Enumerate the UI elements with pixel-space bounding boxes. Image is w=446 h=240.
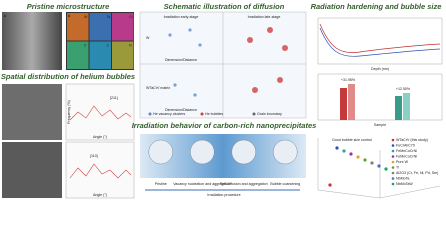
plot <box>317 17 443 65</box>
bubble <box>277 77 283 83</box>
point <box>335 146 339 150</box>
legend-entry: Ti <box>396 165 399 169</box>
step-label: Pristine <box>155 182 167 186</box>
precipitate <box>148 139 173 165</box>
legend-swatch <box>391 182 395 186</box>
legend-entry: FeMnCoCrNi <box>396 149 417 153</box>
axis-label: Angle (°) <box>93 135 107 139</box>
stage: Irradiation late-stage <box>248 15 281 19</box>
legend-swatch <box>391 144 395 147</box>
axis-label: Dimension/Distance <box>165 58 197 62</box>
axis-label: Sample <box>374 123 386 127</box>
plot <box>65 83 135 141</box>
element-label: V <box>84 43 87 47</box>
bubble <box>168 33 172 37</box>
value-label: +31.95% <box>341 78 356 82</box>
row-label: WTaCrV matrix <box>146 86 170 90</box>
legend-entry: He vacancy clusters <box>153 112 185 116</box>
legend-swatch <box>391 171 395 175</box>
bubble <box>198 43 202 47</box>
element-label: C <box>107 43 110 47</box>
axis-label: Depth (nm) <box>371 67 389 71</box>
value-label: +12.50% <box>396 87 411 91</box>
bubble <box>193 93 197 97</box>
point <box>349 152 353 156</box>
point <box>342 149 346 153</box>
point <box>363 158 367 162</box>
point <box>377 164 381 168</box>
section-title: Schematic illustration of diffusion <box>164 2 285 11</box>
eds-map <box>67 13 89 41</box>
legend-entry: WTaCrV (this study) <box>396 138 428 142</box>
eds-map <box>67 41 89 69</box>
point <box>370 161 374 165</box>
eds-map <box>112 41 134 69</box>
label: [110] <box>90 154 98 158</box>
element-label: W <box>84 15 88 19</box>
precipitate <box>231 139 256 165</box>
section-title: Spatial distribution of helium bubbles <box>1 72 135 81</box>
axis-label: Dimension/Distance <box>165 108 197 112</box>
plot <box>65 141 135 199</box>
section-title: Irradiation behavior of carbon-rich nano… <box>132 121 317 130</box>
panel-label: a <box>4 14 7 18</box>
row-label: W <box>146 36 150 40</box>
eds-map <box>112 13 134 41</box>
legend-entry: NbMoTaW <box>396 182 413 186</box>
stage: Irradiation early-stage <box>164 15 199 19</box>
bubble <box>173 83 177 87</box>
tem-image <box>2 142 62 198</box>
legend-swatch <box>148 112 152 116</box>
curve <box>69 105 132 121</box>
bubble <box>252 87 258 93</box>
legend-swatch <box>391 177 395 180</box>
legend-swatch <box>391 160 395 164</box>
axis-label: Angle (°) <box>93 193 107 197</box>
tem-image <box>2 84 62 140</box>
precipitate <box>190 139 215 165</box>
legend-swatch <box>252 112 256 116</box>
step-label: Bubble coarsening <box>270 182 300 186</box>
element-label: Cr <box>129 15 134 19</box>
label: [211] <box>110 96 118 100</box>
panel-label: b <box>68 14 71 18</box>
plot <box>317 73 443 121</box>
legend-swatch <box>391 149 395 153</box>
step-label: Self-diffusion and aggregation <box>220 182 268 186</box>
point <box>356 155 360 159</box>
bubble <box>188 28 192 32</box>
graphical-abstract: Pristine microstructure W Ta Cr V C Na b Spati… <box>1 2 443 199</box>
legend-entry: FeCrAl/CrTi <box>396 143 415 147</box>
legend-entry: He bubbles <box>205 112 223 116</box>
curve <box>69 163 132 179</box>
point <box>328 183 332 187</box>
axis-label: Frequency (%) <box>67 100 71 124</box>
legend-swatch <box>391 138 395 142</box>
eds-map <box>89 13 111 41</box>
tem-image <box>2 12 62 70</box>
legend-swatch <box>391 155 395 158</box>
bubble <box>267 27 273 33</box>
legend-entry: Al2O3 (Cr, Fe, Ni, Pd, Sm) <box>396 171 438 175</box>
bubble <box>247 37 253 43</box>
legend-swatch <box>391 166 395 169</box>
legend-entry: Pure W <box>396 160 409 164</box>
note: Good bubble size control <box>332 138 372 142</box>
legend-swatch <box>200 112 204 116</box>
section-title: Radiation hardening and bubble size <box>311 2 442 11</box>
legend-entry: NbMoTa <box>396 176 409 180</box>
element-label: N <box>129 43 132 47</box>
axis-label: Irradiation procedure <box>207 193 240 197</box>
precipitate <box>273 139 298 165</box>
legend-entry: Grain boundary <box>257 112 282 116</box>
element-label: Ta <box>107 15 111 19</box>
eds-map <box>89 41 111 69</box>
point <box>384 167 388 171</box>
section-title: Pristine microstructure <box>27 2 110 11</box>
step-label: Vacancy nucleation and aggregation <box>173 182 231 186</box>
legend-entry: FeMnCoCrNi <box>396 154 417 158</box>
bubble <box>282 45 288 51</box>
